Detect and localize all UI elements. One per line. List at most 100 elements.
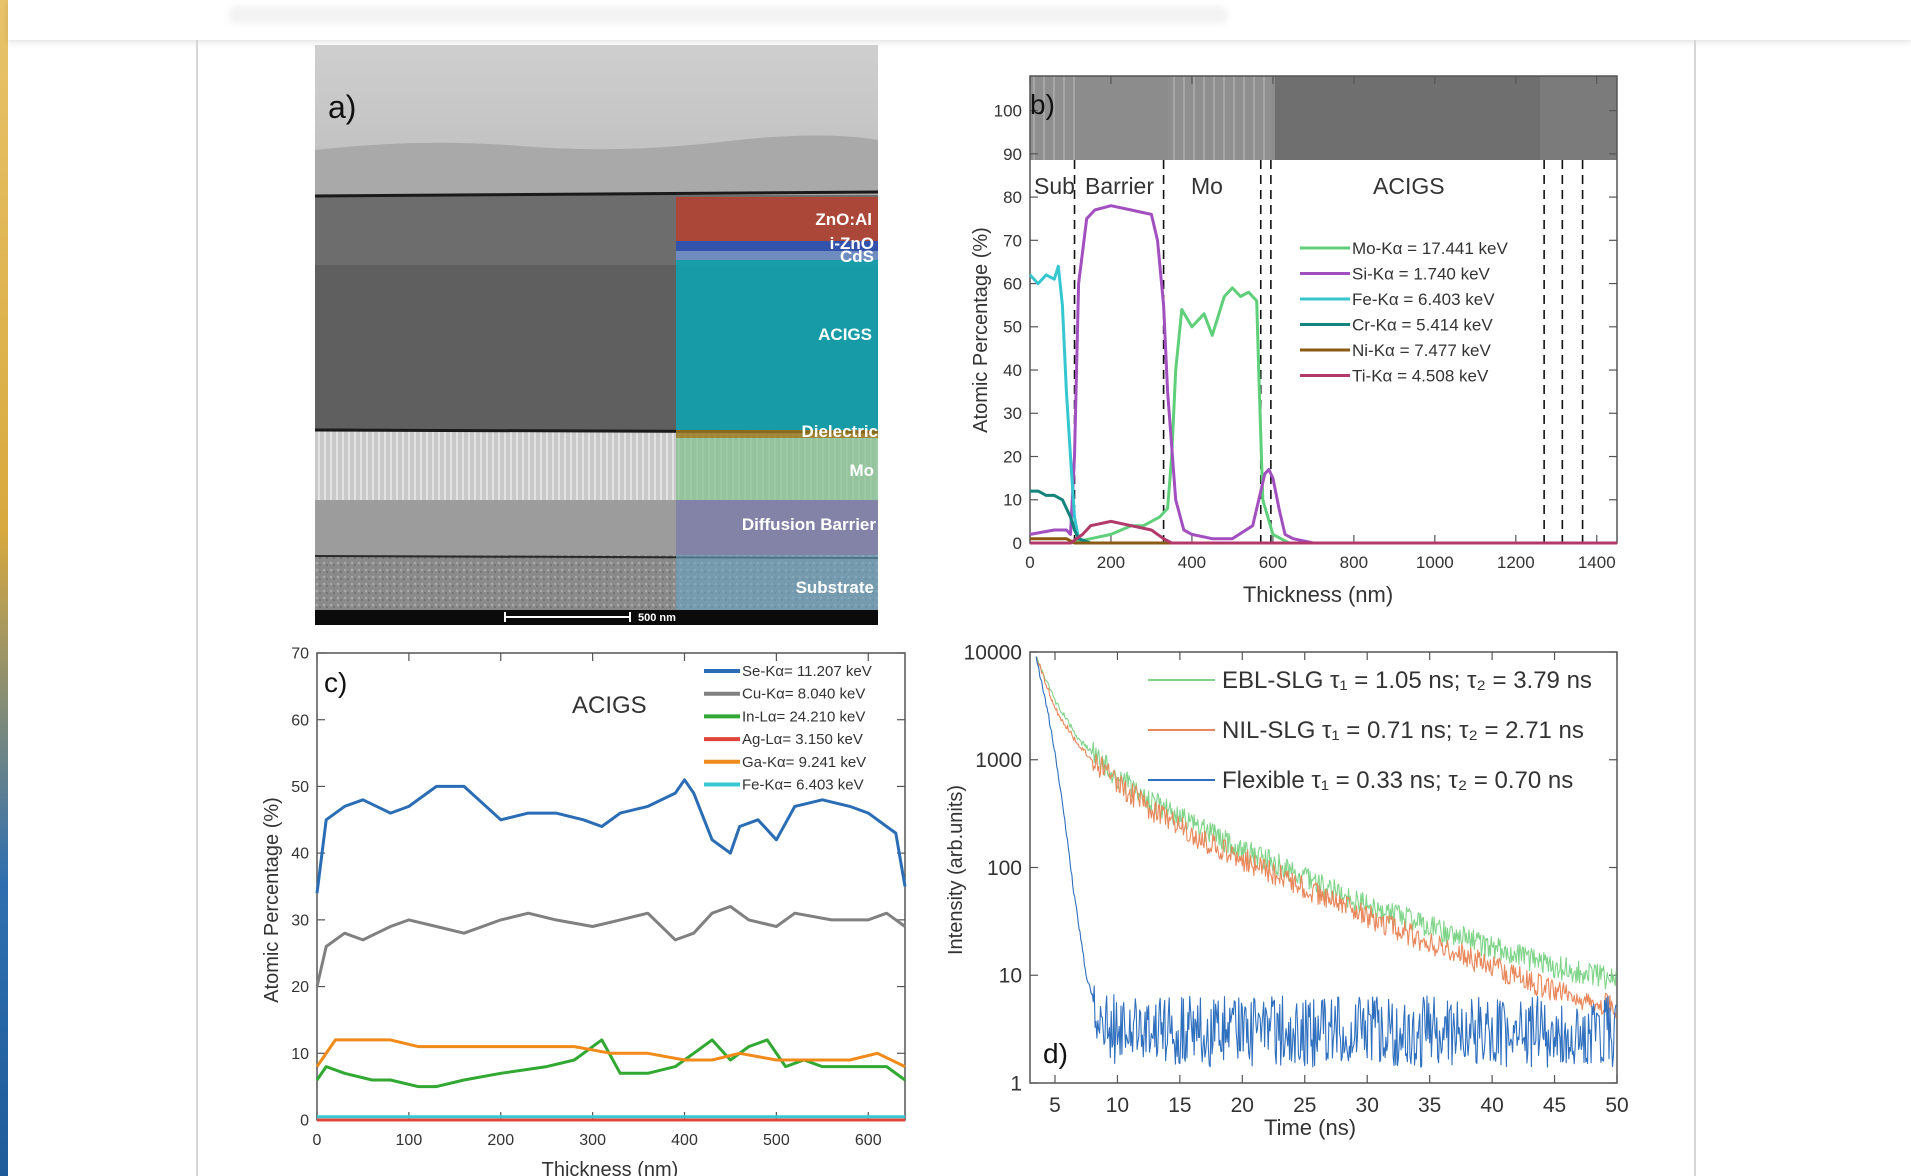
x-tick-label: 1400	[1578, 553, 1616, 572]
panel-b-xlabel: Thickness (nm)	[1243, 582, 1393, 607]
panel-a-sem-image: a) ZnO:Al i-ZnO CdS ACIGS Dielectric Mo …	[315, 45, 878, 625]
x-tick-label: 15	[1168, 1094, 1191, 1117]
panel-c-ylabel: Atomic Percentage (%)	[261, 797, 283, 1003]
y-tick-label: 80	[1003, 188, 1022, 207]
panel-b-chart: 0 200 400 600 800 1000 1200 1400 0 10 20 30 40 50 60 70…	[970, 76, 1617, 607]
legend-label: Ni-Kα = 7.477 keV	[1352, 341, 1491, 360]
legend-label: EBL-SLG τ₁ = 1.05 ns; τ₂ = 3.79 ns	[1222, 667, 1592, 694]
x-tick-label: 300	[579, 1132, 606, 1149]
region-label-barrier: Barrier	[1085, 173, 1154, 199]
series-line-in	[317, 1040, 905, 1087]
x-tick-label: 400	[1178, 553, 1206, 572]
y-tick-label: 20	[1003, 447, 1022, 466]
series-line-ga	[317, 1040, 905, 1067]
y-tick-label: 0	[300, 1113, 309, 1130]
legend-label: Se-Kα= 11.207 keV	[742, 663, 872, 680]
legend-label: Mo-Kα = 17.441 keV	[1352, 239, 1508, 258]
y-tick-label: 0	[1013, 534, 1022, 553]
x-tick-label: 45	[1543, 1094, 1566, 1117]
x-tick-label: 0	[1025, 553, 1034, 572]
layer-label-znoal: ZnO:Al	[815, 210, 872, 229]
x-tick-label: 800	[1340, 553, 1368, 572]
x-tick-label: 600	[1259, 553, 1287, 572]
legend-label: Ti-Kα = 4.508 keV	[1352, 367, 1489, 386]
panel-b-sem-strip-mo	[1168, 76, 1273, 160]
y-tick-label: 70	[1003, 231, 1022, 250]
y-tick-label: 30	[291, 912, 309, 929]
y-tick-label: 20	[291, 979, 309, 996]
x-tick-label: 500	[763, 1132, 790, 1149]
layer-label-substrate: Substrate	[796, 578, 874, 597]
legend-label: Flexible τ₁ = 0.33 ns; τ₂ = 0.70 ns	[1222, 767, 1573, 794]
legend-label: Cr-Kα = 5.414 keV	[1352, 316, 1493, 335]
y-tick-label: 1	[1010, 1072, 1022, 1095]
panel-b-label: b)	[1030, 89, 1055, 120]
x-tick-label: 30	[1356, 1094, 1379, 1117]
region-label-mo: Mo	[1191, 173, 1223, 199]
region-label-sub: Sub	[1034, 173, 1075, 199]
figure-canvas: a) ZnO:Al i-ZnO CdS ACIGS Dielectric Mo …	[0, 0, 1911, 1176]
series-line-fe	[1030, 266, 1617, 543]
y-tick-label: 10	[999, 965, 1022, 988]
series-line-cu	[317, 907, 905, 987]
region-label-acigs: ACIGS	[1373, 173, 1445, 199]
panel-d-chart: 5 10 15 20 25 30 35 40 45 50 1 10 100 1000 10000 d) Ti…	[945, 641, 1629, 1140]
panel-b-ylabel: Atomic Percentage (%)	[970, 227, 992, 433]
x-tick-label: 1200	[1497, 553, 1535, 572]
x-tick-label: 600	[855, 1132, 882, 1149]
panel-c-annotation: ACIGS	[572, 692, 647, 719]
y-tick-label: 40	[1003, 361, 1022, 380]
x-tick-label: 35	[1418, 1094, 1441, 1117]
y-tick-label: 50	[1003, 318, 1022, 337]
x-tick-label: 1000	[1416, 553, 1454, 572]
layer-label-acigs: ACIGS	[818, 325, 872, 344]
x-tick-label: 10	[1106, 1094, 1129, 1117]
panel-b-sem-strip-right	[1540, 76, 1617, 160]
y-tick-label: 40	[291, 846, 309, 863]
layer-label-diffusion-barrier: Diffusion Barrier	[742, 515, 877, 534]
y-tick-label: 90	[1003, 145, 1022, 164]
panel-a-label: a)	[328, 89, 356, 125]
panel-c-label: c)	[324, 667, 347, 698]
overlay-mo	[676, 438, 878, 500]
x-tick-label: 0	[313, 1132, 322, 1149]
legend-label: In-Lα= 24.210 keV	[742, 708, 865, 725]
panel-c-chart: 0 100 200 300 400 500 600 0 10 20 30 40 50 60 70 c) AC…	[261, 646, 905, 1176]
y-tick-label: 1000	[975, 749, 1022, 772]
panel-c-xlabel: Thickness (nm)	[542, 1159, 679, 1176]
x-tick-label: 200	[1097, 553, 1125, 572]
layer-label-dielectric: Dielectric	[801, 422, 878, 441]
x-tick-label: 200	[487, 1132, 514, 1149]
y-tick-label: 60	[1003, 275, 1022, 294]
x-tick-label: 400	[671, 1132, 698, 1149]
y-tick-label: 10	[291, 1046, 309, 1063]
series-line-cr	[1030, 491, 1617, 543]
panel-d-label: d)	[1043, 1038, 1068, 1069]
y-tick-label: 10	[1003, 491, 1022, 510]
series-line-ebl	[1036, 657, 1616, 989]
y-tick-label: 60	[291, 712, 309, 729]
series-line-mo	[1030, 288, 1617, 543]
series-line-se	[317, 780, 905, 893]
panel-d-ylabel: Intensity (arb.units)	[945, 785, 967, 955]
legend-label: Cu-Kα= 8.040 keV	[742, 686, 865, 703]
legend-label: Si-Kα = 1.740 keV	[1352, 265, 1491, 284]
y-tick-label: 30	[1003, 404, 1022, 423]
y-tick-label: 50	[291, 779, 309, 796]
x-tick-label: 50	[1605, 1094, 1628, 1117]
x-tick-label: 40	[1480, 1094, 1503, 1117]
legend-label: Ag-Lα= 3.150 keV	[742, 731, 863, 748]
x-tick-label: 25	[1293, 1094, 1316, 1117]
legend-label: Fe-Kα= 6.403 keV	[742, 777, 864, 794]
panel-d-xlabel: Time (ns)	[1264, 1115, 1356, 1140]
y-tick-label: 70	[291, 646, 309, 663]
layer-label-cds: CdS	[840, 247, 874, 266]
x-tick-label: 20	[1231, 1094, 1254, 1117]
y-tick-label: 100	[987, 857, 1022, 880]
y-tick-label: 100	[994, 102, 1022, 121]
legend-label: NIL-SLG τ₁ = 0.71 ns; τ₂ = 2.71 ns	[1222, 717, 1584, 744]
x-tick-label: 100	[396, 1132, 423, 1149]
overlay-acigs	[676, 260, 878, 430]
scale-bar-label: 500 nm	[638, 612, 676, 624]
legend-label: Ga-Kα= 9.241 keV	[742, 754, 866, 771]
